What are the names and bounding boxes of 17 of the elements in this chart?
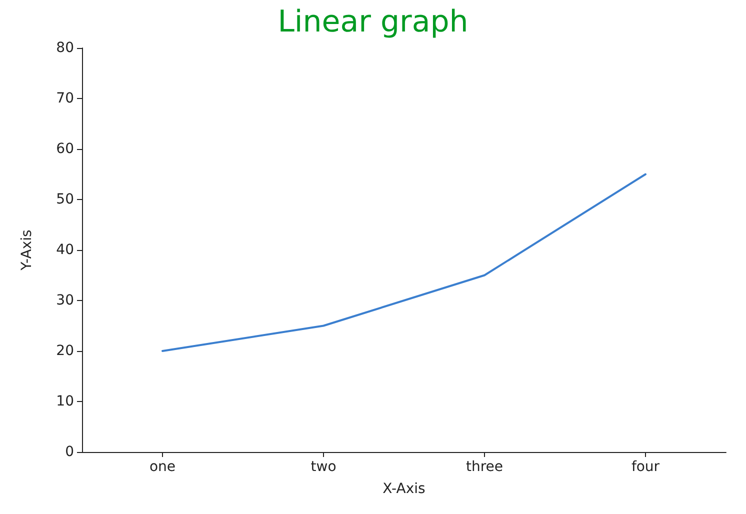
y-tick-label: 80 xyxy=(56,40,74,56)
y-tick-label: 40 xyxy=(56,242,74,258)
x-tick-label: three xyxy=(466,459,504,475)
chart-title: Linear graph xyxy=(278,4,468,40)
y-tick-label: 10 xyxy=(56,394,74,410)
x-tick-label: two xyxy=(310,459,336,475)
y-tick-label: 50 xyxy=(56,192,74,208)
x-tick-label: four xyxy=(631,459,660,475)
y-tick-label: 0 xyxy=(65,444,74,460)
y-tick-label: 30 xyxy=(56,292,74,308)
y-tick-label: 60 xyxy=(56,141,74,157)
y-axis-title: Y-Axis xyxy=(19,230,35,272)
y-tick-label: 70 xyxy=(56,90,74,106)
x-tick-label: one xyxy=(149,459,176,475)
line-series xyxy=(162,173,646,352)
y-tick-label: 20 xyxy=(56,343,74,359)
x-axis-title: X-Axis xyxy=(382,481,426,497)
